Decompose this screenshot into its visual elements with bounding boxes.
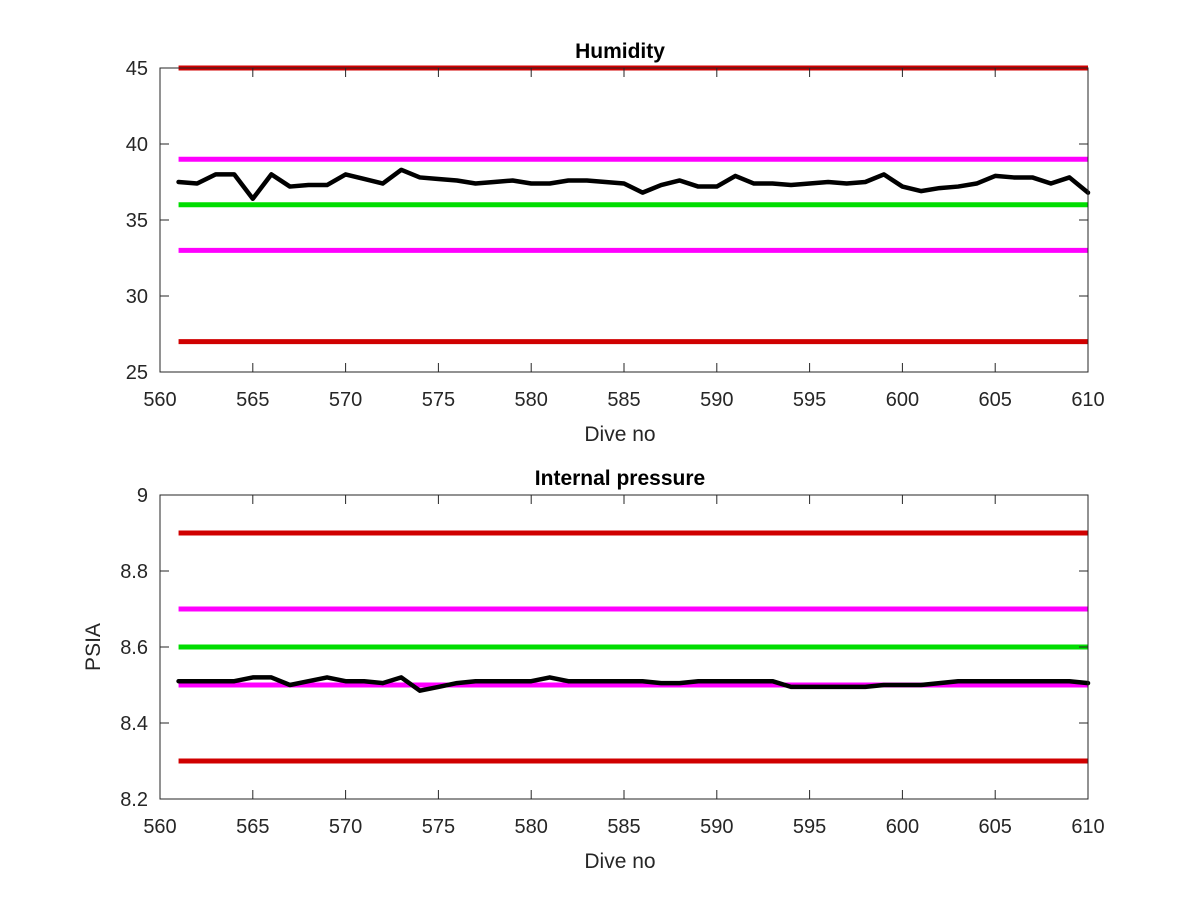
x-tick-label: 565	[236, 389, 269, 411]
x-tick-label: 605	[979, 816, 1012, 838]
x-tick-label: 585	[607, 389, 640, 411]
y-tick-label: 9	[137, 485, 148, 507]
x-tick-label: 575	[422, 816, 455, 838]
series-line	[176, 167, 1091, 201]
y-tick-label: 25	[126, 362, 148, 384]
y-tick-label: 40	[126, 134, 148, 156]
x-tick-label: 570	[329, 389, 362, 411]
y-tick-label: 8.6	[120, 637, 148, 659]
y-tick-label: 8.8	[120, 561, 148, 583]
x-tick-label: 610	[1071, 816, 1104, 838]
x-tick-label: 570	[329, 816, 362, 838]
x-tick-label: 600	[886, 389, 919, 411]
internal-pressure-chart: Internal pressure Dive no PSIA 560 565 570…	[82, 467, 1105, 873]
y-tick-label: 35	[126, 210, 148, 232]
x-tick-label: 575	[422, 389, 455, 411]
x-tick-label: 590	[700, 816, 733, 838]
chart-title: Internal pressure	[535, 467, 705, 490]
x-tick-label: 560	[143, 389, 176, 411]
x-tick-label: 590	[700, 389, 733, 411]
x-tick-label: 610	[1071, 389, 1104, 411]
x-axis-label: Dive no	[584, 423, 655, 446]
x-tick-label: 560	[143, 816, 176, 838]
y-axis-label: PSIA	[82, 623, 105, 671]
chart-title: Humidity	[575, 40, 665, 63]
y-tick-label: 8.2	[120, 789, 148, 811]
x-axis-label: Dive no	[584, 850, 655, 873]
y-tick-label: 45	[126, 58, 148, 80]
x-tick-label: 585	[607, 816, 640, 838]
x-tick-label: 605	[979, 389, 1012, 411]
series-line	[176, 675, 1091, 693]
x-tick-label: 600	[886, 816, 919, 838]
x-tick-label: 580	[515, 389, 548, 411]
x-tick-label: 580	[515, 816, 548, 838]
x-tick-label: 565	[236, 816, 269, 838]
x-tick-label: 595	[793, 816, 826, 838]
y-tick-label: 30	[126, 286, 148, 308]
x-tick-label: 595	[793, 389, 826, 411]
y-tick-label: 8.4	[120, 713, 148, 735]
humidity-chart: Humidity Dive no 560 565 570 575 580 585 590 59…	[126, 40, 1105, 446]
